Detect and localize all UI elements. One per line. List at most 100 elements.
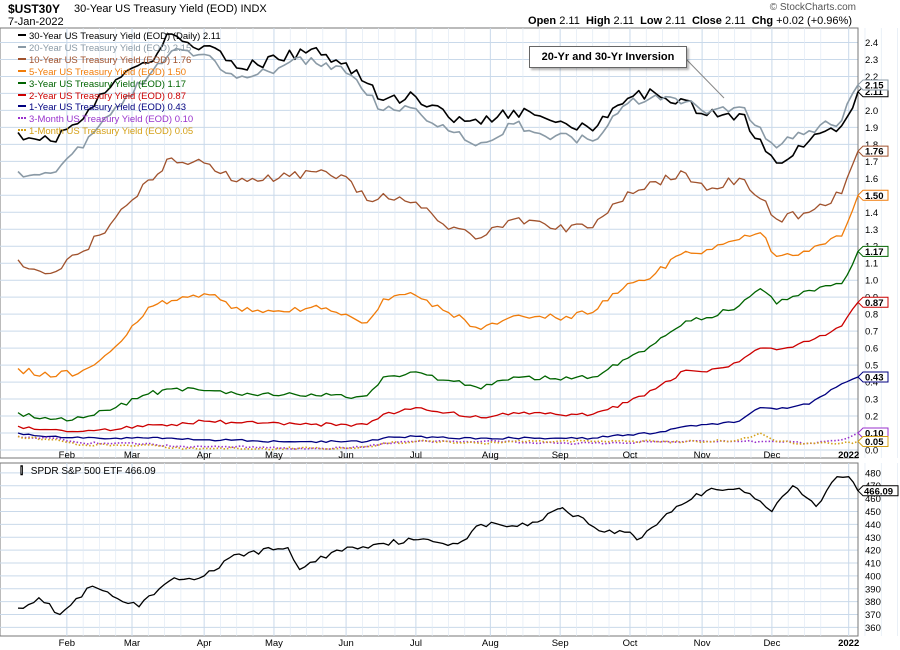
yield-series-line-1 bbox=[17, 48, 859, 178]
last-value-tag-3: 1.50 bbox=[857, 189, 889, 202]
lower-month-label: Dec bbox=[763, 638, 780, 649]
last-value-tag-box bbox=[857, 296, 889, 308]
legend-swatch bbox=[18, 45, 26, 48]
last-value-tag-box bbox=[857, 245, 889, 257]
lower-month-label: Apr bbox=[197, 638, 212, 649]
lower-frame bbox=[0, 462, 859, 637]
last-value-tag-box bbox=[857, 436, 889, 448]
last-value-tag-text: 1.76 bbox=[865, 147, 884, 158]
upper-y-tick: 2.3 bbox=[865, 55, 878, 66]
spy-last-value-text: 466.09 bbox=[864, 486, 893, 497]
upper-y-tick: 2.2 bbox=[865, 72, 878, 83]
upper-y-tick: 0.3 bbox=[865, 395, 878, 406]
lower-y-tick: 390 bbox=[865, 584, 881, 595]
upper-y-tick: 0.8 bbox=[865, 310, 878, 321]
lower-y-tick: 450 bbox=[865, 507, 881, 518]
lower-month-label: May bbox=[265, 638, 283, 649]
last-value-tag-text: 0.43 bbox=[865, 372, 884, 383]
upper-y-tick: 0.6 bbox=[865, 344, 878, 355]
last-value-tag-1: 2.15 bbox=[857, 79, 889, 91]
upper-y-tick: 1.3 bbox=[865, 225, 878, 236]
upper-month-label: Jun bbox=[338, 450, 353, 461]
ohlc-quote: Open 2.11 High 2.11 Low 2.11 Close 2.11 … bbox=[528, 15, 852, 27]
upper-month-label: Apr bbox=[197, 450, 212, 461]
legend-swatch bbox=[18, 129, 26, 132]
legend-item-6: 1-Year US Treasury Yield (EOD) 0.43 bbox=[18, 102, 221, 114]
lower-month-label: Jun bbox=[338, 638, 353, 649]
lower-y-tick: 430 bbox=[865, 533, 881, 544]
legend-label: 3-Year US Treasury Yield (EOD) 1.17 bbox=[29, 78, 186, 90]
upper-month-label: May bbox=[265, 450, 283, 461]
yield-series-line-5 bbox=[17, 301, 859, 433]
last-value-tag-text: 0.10 bbox=[865, 429, 884, 440]
lower-month-label: Mar bbox=[124, 638, 140, 649]
open-value: 2.11 bbox=[559, 15, 580, 27]
legend-item-5: 2-Year US Treasury Yield (EOD) 0.87 bbox=[18, 91, 221, 103]
upper-y-tick: 0.0 bbox=[865, 446, 878, 457]
legend-label: 1-Month US Treasury Yield (EOD) 0.05 bbox=[29, 126, 194, 138]
last-value-tag-box bbox=[857, 79, 889, 91]
watermark: © StockCharts.com bbox=[769, 2, 856, 13]
upper-frame bbox=[0, 27, 859, 459]
legend-label: 5-Year US Treasury Yield (EOD) 1.50 bbox=[29, 66, 186, 78]
upper-y-tick: 1.8 bbox=[865, 140, 878, 151]
yield-series-line-6 bbox=[17, 376, 859, 444]
upper-price-panel: 0.00.10.20.30.40.50.60.70.80.91.01.11.21… bbox=[0, 27, 898, 461]
lower-month-label: 2022 bbox=[838, 638, 859, 649]
upper-month-label: Dec bbox=[763, 450, 780, 461]
legend-swatch bbox=[18, 57, 26, 60]
callout-pointer bbox=[684, 57, 725, 99]
last-value-tag-text: 2.11 bbox=[865, 87, 884, 98]
upper-y-tick: 1.0 bbox=[865, 276, 878, 287]
legend-swatch bbox=[18, 105, 26, 108]
last-value-tag-text: 2.15 bbox=[865, 80, 884, 91]
last-value-tag-text: 0.87 bbox=[865, 298, 884, 309]
yield-series-line-4 bbox=[17, 251, 859, 422]
upper-y-tick: 1.7 bbox=[865, 157, 878, 168]
open-label: Open bbox=[528, 15, 557, 27]
upper-y-tick: 1.1 bbox=[865, 259, 878, 270]
last-value-tag-5: 0.87 bbox=[857, 296, 889, 309]
last-value-tag-6: 0.43 bbox=[857, 371, 889, 383]
upper-month-label: 2022 bbox=[838, 450, 859, 461]
legend-item-3: 5-Year US Treasury Yield (EOD) 1.50 bbox=[18, 67, 221, 79]
upper-y-tick: 1.6 bbox=[865, 174, 878, 185]
upper-month-label: Aug bbox=[482, 450, 499, 461]
inversion-callout: 20-Yr and 30-Yr Inversion bbox=[529, 46, 687, 68]
upper-month-label: Mar bbox=[124, 450, 140, 461]
legend-label: 30-Year US Treasury Yield (EOD) (Daily) … bbox=[29, 31, 221, 42]
chart-date: 7-Jan-2022 bbox=[8, 16, 64, 28]
spy-last-value-tag: 466.09 bbox=[857, 485, 899, 497]
lower-y-tick: 360 bbox=[865, 623, 881, 634]
lower-legend-text: SPDR S&P 500 ETF 466.09 bbox=[30, 466, 156, 477]
legend-item-0: 30-Year US Treasury Yield (EOD) (Daily) … bbox=[18, 31, 221, 43]
legend-item-4: 3-Year US Treasury Yield (EOD) 1.17 bbox=[18, 79, 221, 91]
upper-y-tick: 2.4 bbox=[865, 38, 878, 49]
lower-month-label: Jul bbox=[410, 638, 422, 649]
spy-last-value-box bbox=[857, 485, 899, 497]
upper-month-label: Feb bbox=[59, 450, 75, 461]
legend-swatch bbox=[18, 117, 26, 120]
ticker-description: 30-Year US Treasury Yield (EOD) INDX bbox=[74, 3, 267, 15]
legend-swatch bbox=[18, 93, 26, 96]
upper-y-tick: 0.5 bbox=[865, 361, 878, 372]
last-value-tag-4: 1.17 bbox=[857, 245, 889, 258]
lower-month-label: Sep bbox=[552, 638, 569, 649]
lower-y-tick: 410 bbox=[865, 559, 881, 570]
yield-series-line-0 bbox=[17, 33, 859, 164]
legend-item-1: 20-Year US Treasury Yield (EOD) 2.15 bbox=[18, 43, 221, 55]
upper-y-tick: 2.0 bbox=[865, 106, 878, 117]
yield-series-line-8 bbox=[17, 432, 859, 451]
legend-label: 2-Year US Treasury Yield (EOD) 0.87 bbox=[29, 90, 186, 102]
legend-swatch bbox=[18, 33, 26, 36]
candlestick-icon: ⫿ bbox=[20, 466, 24, 477]
upper-month-label: Jul bbox=[410, 450, 422, 461]
upper-month-label: Oct bbox=[623, 450, 638, 461]
last-value-tag-text: 0.05 bbox=[865, 437, 884, 448]
legend-label: 20-Year US Treasury Yield (EOD) 2.15 bbox=[29, 42, 192, 54]
chg-label: Chg bbox=[751, 15, 774, 27]
lower-y-tick: 400 bbox=[865, 571, 881, 582]
close-value: 2.11 bbox=[724, 15, 746, 27]
legend-label: 1-Year US Treasury Yield (EOD) 0.43 bbox=[29, 102, 186, 114]
